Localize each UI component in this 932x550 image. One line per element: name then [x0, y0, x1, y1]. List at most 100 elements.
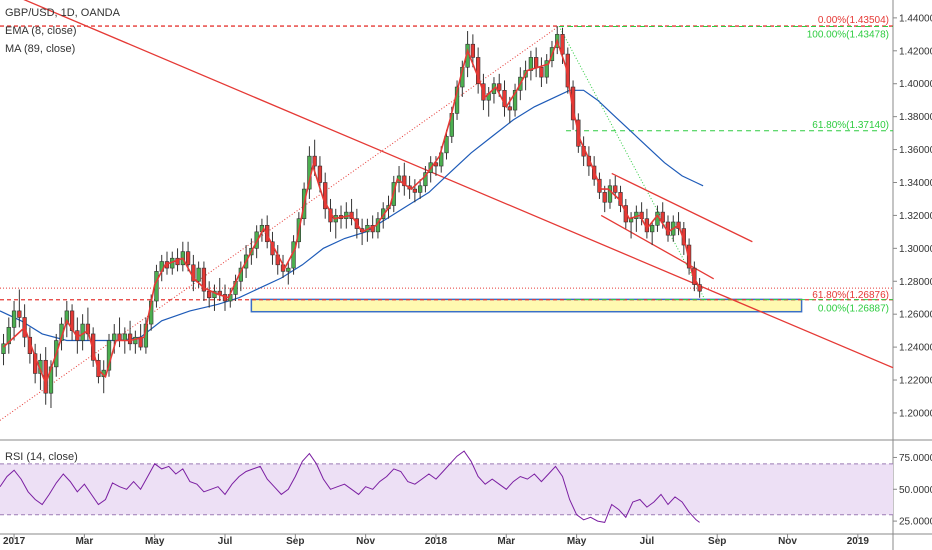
candle-body — [127, 333, 133, 345]
legend: GBP/USD, 1D, OANDA EMA (8, close) MA (89… — [5, 7, 121, 463]
candle-body — [512, 90, 518, 111]
time-tick-label: Sep — [286, 536, 304, 547]
candle[interactable] — [412, 179, 418, 203]
rsi-y-axis[interactable]: 75.0000 50.0000 25.0000 — [893, 453, 932, 528]
candle-body — [660, 211, 665, 223]
candle-body — [207, 290, 212, 299]
candle[interactable] — [323, 172, 328, 219]
candle[interactable] — [238, 261, 243, 292]
candle[interactable] — [544, 54, 549, 84]
candle[interactable] — [528, 50, 534, 81]
price-tick-label: 1.22000 — [899, 376, 932, 387]
fib-level-label: 0.00%(1.26887) — [818, 304, 889, 315]
candle-body — [112, 333, 117, 341]
candle[interactable] — [512, 83, 518, 117]
legend-ema[interactable]: EMA (8, close) — [5, 25, 77, 37]
candle[interactable] — [676, 212, 681, 236]
price-tick-label: 1.26000 — [899, 310, 932, 321]
candle[interactable] — [191, 254, 196, 292]
rsi-tick-label: 50.0000 — [899, 485, 932, 496]
candle[interactable] — [333, 208, 338, 239]
candle-body — [133, 336, 138, 345]
rsi-pane[interactable] — [0, 450, 932, 535]
rising-dotted-trendline[interactable] — [0, 25, 560, 421]
legend-ma[interactable]: MA (89, close) — [5, 43, 75, 55]
candle[interactable] — [349, 198, 354, 226]
time-tick-label: Mar — [75, 536, 93, 547]
candle-body — [117, 333, 122, 341]
candle-body — [6, 327, 11, 345]
candle[interactable] — [502, 80, 507, 117]
candle[interactable] — [402, 162, 407, 196]
price-tick-label: 1.42000 — [899, 46, 932, 57]
candle[interactable] — [628, 212, 634, 239]
candle[interactable] — [1, 333, 6, 366]
candle-body — [196, 267, 201, 282]
candle[interactable] — [534, 47, 539, 78]
candle-body — [106, 340, 112, 371]
time-x-axis[interactable]: 2017 Mar May Jul Sep Nov 2018 Mar May Jul Sep Nov 20… — [3, 534, 869, 547]
candle[interactable] — [602, 185, 607, 213]
candle[interactable] — [133, 330, 138, 354]
candle[interactable] — [180, 241, 185, 272]
candle[interactable] — [423, 166, 428, 193]
candle[interactable] — [6, 317, 11, 354]
rsi-line[interactable] — [0, 450, 700, 523]
candle[interactable] — [475, 47, 481, 94]
candle-body — [323, 182, 328, 210]
descending-trendline[interactable] — [5, 0, 894, 369]
candle[interactable] — [201, 261, 207, 302]
candle[interactable] — [275, 245, 280, 275]
price-y-axis[interactable]: 1.44000 1.42000 1.40000 1.38000 1.36000 1.340… — [893, 13, 932, 419]
fib-level-label: 100.00%(1.43478) — [807, 29, 889, 40]
candle[interactable] — [22, 304, 27, 348]
candle-body — [650, 224, 655, 233]
ema-line[interactable] — [2, 38, 701, 386]
rsi-tick-label: 75.0000 — [899, 453, 932, 464]
candle-body — [91, 333, 96, 361]
candle-body — [402, 175, 407, 187]
candle[interactable] — [127, 320, 133, 351]
axes: 1.44000 1.42000 1.40000 1.38000 1.36000 1.340… — [3, 13, 932, 547]
candle[interactable] — [286, 261, 291, 285]
candle-body — [544, 60, 549, 78]
legend-rsi[interactable]: RSI (14, close) — [5, 451, 78, 463]
candle[interactable] — [417, 179, 423, 199]
legend-symbol[interactable]: GBP/USD, 1D, OANDA — [5, 7, 121, 19]
candle[interactable] — [217, 277, 222, 302]
channel-upper-line[interactable] — [611, 172, 753, 243]
candle[interactable] — [106, 333, 112, 377]
price-tick-label: 1.44000 — [899, 13, 932, 24]
candle[interactable] — [607, 179, 613, 209]
candle[interactable] — [33, 343, 38, 384]
candle[interactable] — [117, 317, 122, 348]
candle[interactable] — [697, 277, 702, 298]
candle-body — [17, 310, 22, 318]
candle[interactable] — [43, 347, 48, 405]
time-tick-label: Mar — [497, 536, 515, 547]
time-tick-label: Jul — [640, 536, 655, 547]
candle-body — [697, 284, 702, 292]
price-tick-label: 1.38000 — [899, 112, 932, 123]
candle[interactable] — [650, 222, 655, 246]
candle[interactable] — [470, 34, 476, 68]
candle[interactable] — [17, 289, 22, 328]
price-tick-label: 1.20000 — [899, 408, 932, 419]
candle-body — [286, 267, 291, 272]
candle[interactable] — [634, 205, 639, 232]
time-tick-label: Nov — [778, 536, 797, 547]
candle[interactable] — [11, 301, 17, 341]
candle[interactable] — [207, 281, 212, 308]
support-zone[interactable] — [250, 298, 803, 313]
candle-body — [534, 57, 539, 68]
candle[interactable] — [644, 208, 650, 239]
candle[interactable] — [64, 301, 69, 338]
candle-body — [185, 251, 191, 266]
candle[interactable] — [91, 327, 96, 367]
candle[interactable] — [69, 304, 75, 341]
time-tick-label: 2019 — [847, 536, 870, 547]
fib-diagonal-line[interactable] — [558, 25, 706, 300]
candle[interactable] — [85, 307, 91, 341]
candle[interactable] — [539, 57, 544, 88]
